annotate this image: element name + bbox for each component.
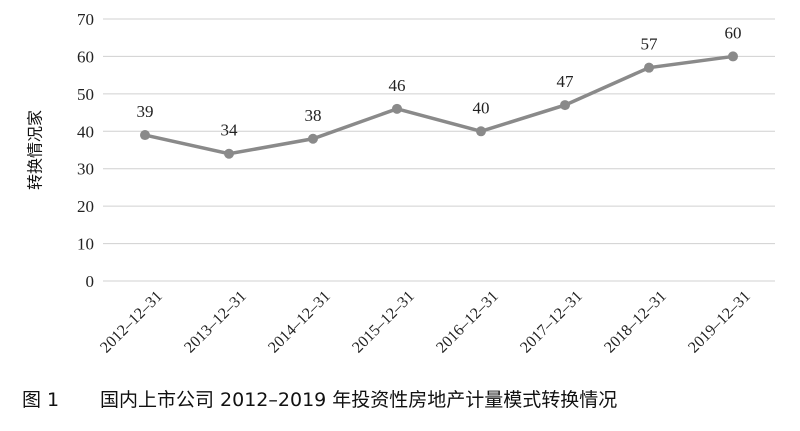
- data-label: 60: [725, 23, 742, 42]
- point: [560, 100, 570, 111]
- point: [644, 62, 654, 73]
- y-tick-label: 20: [77, 197, 94, 216]
- point: [392, 103, 402, 114]
- point: [224, 148, 234, 159]
- x-tick-label: 2018–12–31: [601, 288, 670, 357]
- y-tick-label: 0: [86, 272, 95, 291]
- point: [308, 133, 318, 144]
- y-tick-label: 50: [77, 85, 94, 104]
- data-label: 57: [641, 35, 659, 54]
- data-label: 38: [305, 106, 322, 125]
- y-axis-label: 转换情况家: [26, 110, 45, 190]
- data-label: 47: [557, 72, 575, 91]
- x-tick-label: 2017–12–31: [517, 288, 586, 357]
- x-tick-label: 2012–12–31: [97, 288, 166, 357]
- point: [140, 130, 150, 141]
- data-label: 46: [389, 76, 406, 95]
- y-tick-label: 10: [77, 235, 94, 254]
- x-tick-label: 2016–12–31: [433, 288, 502, 357]
- y-tick-label: 30: [77, 160, 94, 179]
- y-tick-label: 70: [77, 10, 94, 29]
- point: [728, 51, 738, 62]
- x-tick-label: 2013–12–31: [181, 288, 250, 357]
- y-tick-label: 60: [77, 47, 94, 66]
- line: [144, 54, 734, 156]
- figure-label: 图 1: [22, 389, 59, 411]
- point: [476, 126, 486, 137]
- chart-title: 国内上市公司 2012–2019 年投资性房地产计量模式转换情况: [100, 389, 617, 411]
- data-label: 40: [473, 98, 490, 117]
- y-tick-label: 40: [77, 122, 94, 141]
- x-tick-label: 2015–12–31: [349, 288, 418, 357]
- x-tick-label: 2014–12–31: [265, 288, 334, 357]
- data-label: 39: [137, 102, 154, 121]
- data-label: 34: [221, 121, 239, 140]
- x-tick-label: 2019–12–31: [685, 288, 754, 357]
